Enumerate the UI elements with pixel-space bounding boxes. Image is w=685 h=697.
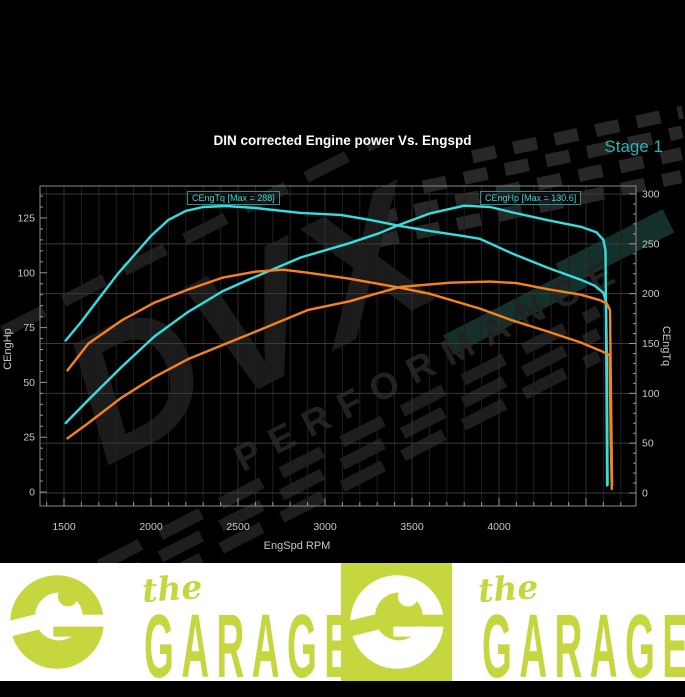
plot-border — [39, 185, 637, 507]
svg-text:75: 75 — [23, 322, 35, 334]
power-max-annotation: CEngHp [Max = 130.6] — [480, 191, 582, 205]
x-axis-label: EngSpd RPM — [263, 540, 331, 552]
svg-text:3000: 3000 — [313, 521, 337, 533]
svg-text:0: 0 — [642, 488, 648, 500]
svg-text:2500: 2500 — [226, 521, 250, 533]
svg-text:50: 50 — [23, 377, 35, 389]
garage-label: GARAGE — [482, 597, 685, 697]
stage-label: Stage 1 — [604, 137, 663, 156]
torque-max-annotation: CEngTq [Max = 288] — [187, 191, 280, 205]
svg-text:300: 300 — [642, 189, 660, 201]
svg-text:150: 150 — [642, 338, 660, 350]
svg-text:200: 200 — [642, 288, 660, 300]
svg-text:50: 50 — [642, 438, 654, 450]
curve-original_power — [66, 280, 614, 487]
left-axis-label: CEngHp — [2, 328, 14, 370]
svg-text:3500: 3500 — [400, 521, 424, 533]
garage-logo-icon-inverted — [306, 567, 458, 682]
chart-title: DIN corrected Engine power Vs. Engspd — [213, 133, 472, 148]
grid-lines — [40, 186, 636, 506]
right-axis-label: CEngTq — [660, 325, 672, 367]
svg-text:4000: 4000 — [487, 521, 511, 533]
svg-text:125: 125 — [17, 213, 35, 225]
svg-text:250: 250 — [642, 238, 660, 250]
svg-text:100: 100 — [642, 388, 660, 400]
garage-logo-icon — [0, 567, 118, 682]
svg-text:100: 100 — [17, 267, 35, 279]
axis-ticks — [40, 193, 636, 506]
garage-banner: the GARAGE the GARAGE — [0, 563, 685, 692]
svg-text:1500: 1500 — [52, 521, 76, 533]
tick-labels: 1500 2000 2500 3000 3500 4000 0 25 50 75 100 125 0 50… — [17, 189, 659, 534]
svg-text:2000: 2000 — [139, 521, 163, 533]
svg-text:0: 0 — [29, 487, 35, 499]
svg-text:25: 25 — [23, 432, 35, 444]
bottom-black-strip — [0, 681, 685, 685]
garage-label: GARAGE — [144, 597, 358, 697]
